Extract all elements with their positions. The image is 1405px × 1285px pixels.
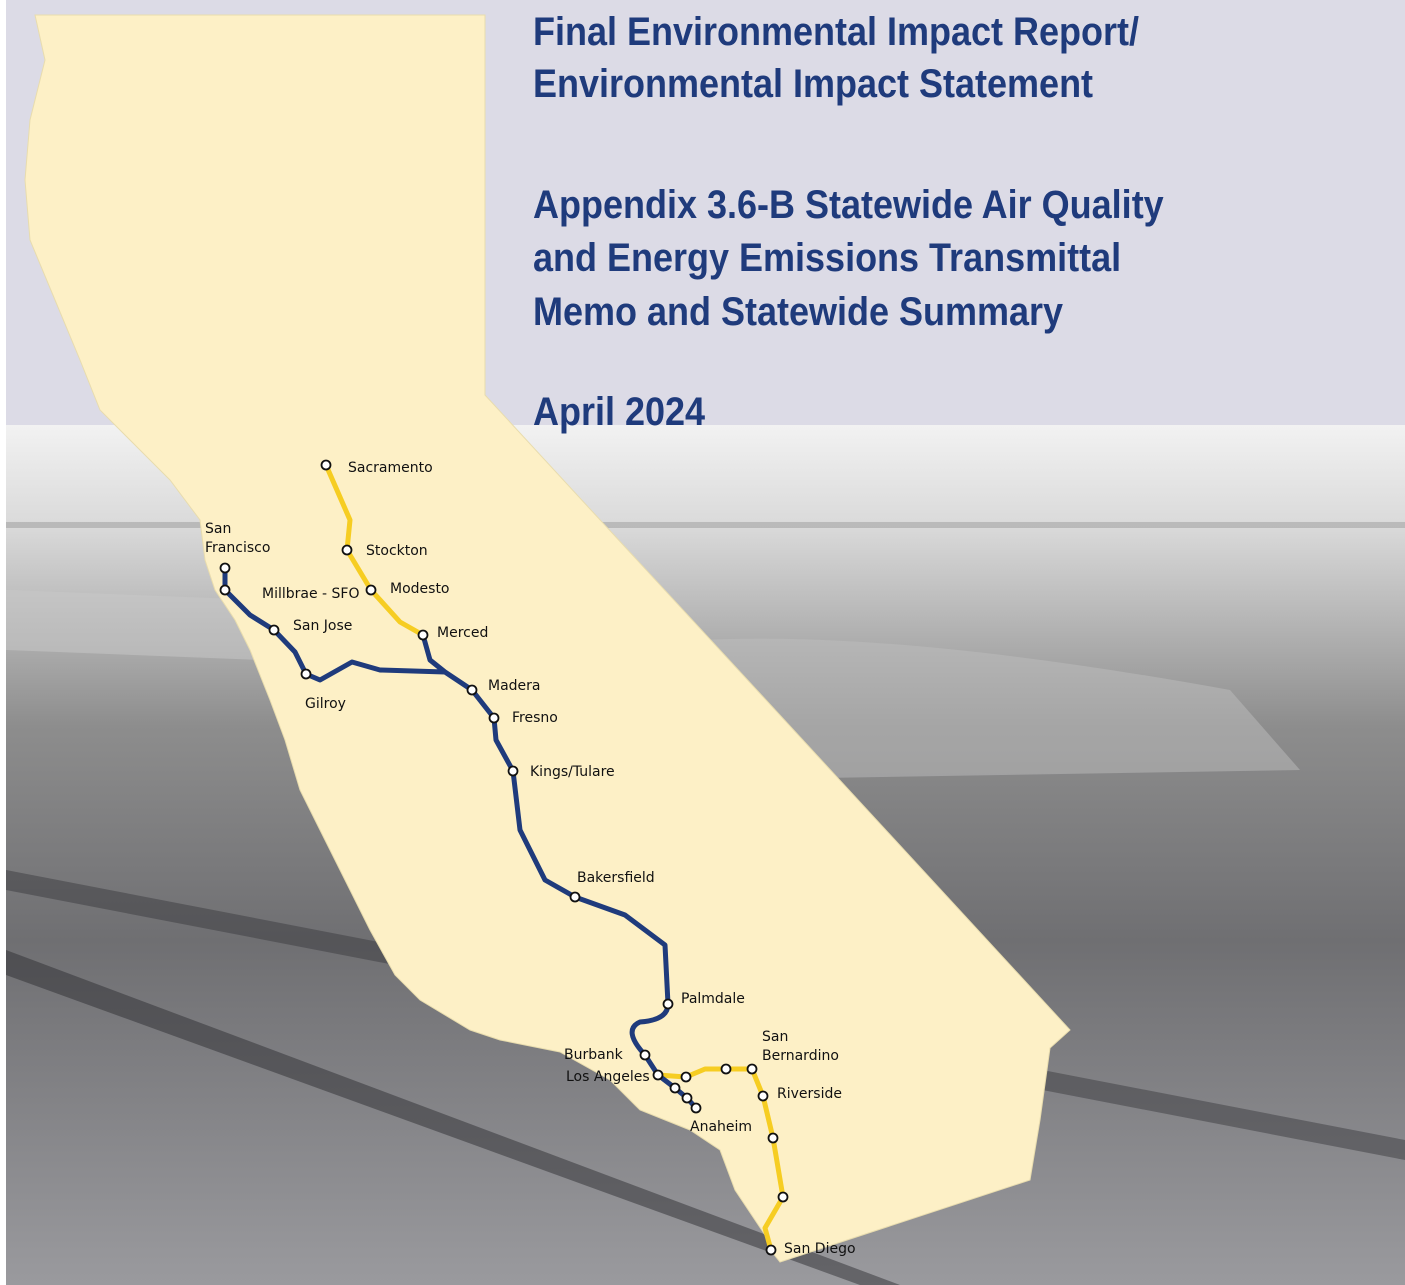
station-label: Madera	[488, 678, 541, 694]
station-label: Merced	[437, 625, 488, 641]
station-marker	[765, 1244, 777, 1256]
station-marker	[669, 1082, 681, 1094]
station-marker	[746, 1063, 758, 1075]
station-label: Palmdale	[681, 991, 745, 1007]
station-label: Sacramento	[348, 460, 433, 476]
station-label: Fresno	[512, 710, 558, 726]
station-marker	[365, 584, 377, 596]
station-marker	[417, 629, 429, 641]
station-label: Bernardino	[762, 1048, 839, 1064]
station-marker	[767, 1132, 779, 1144]
station-label: Burbank	[564, 1047, 624, 1063]
station-marker	[690, 1102, 702, 1114]
station-label: Francisco	[205, 540, 270, 556]
station-label: Stockton	[366, 543, 428, 559]
station-marker	[569, 891, 581, 903]
station-label: San Diego	[784, 1241, 856, 1257]
station-marker	[777, 1191, 789, 1203]
station-marker	[219, 562, 231, 574]
station-marker	[466, 684, 478, 696]
station-label: San	[205, 521, 231, 537]
station-label: Kings/Tulare	[530, 764, 615, 780]
station-label: San Jose	[293, 618, 352, 634]
date: April 2024	[533, 390, 705, 434]
station-marker	[320, 459, 332, 471]
station-marker	[268, 624, 280, 636]
station-marker	[680, 1071, 692, 1083]
station-label: Riverside	[777, 1086, 842, 1102]
station-label: Modesto	[390, 581, 450, 597]
appendix-line: Appendix 3.6-B Statewide Air Quality	[533, 183, 1164, 227]
station-marker	[300, 668, 312, 680]
station-label: Millbrae - SFO	[262, 586, 360, 602]
station-marker	[652, 1069, 664, 1081]
station-marker	[662, 998, 674, 1010]
station-marker	[720, 1063, 732, 1075]
california-map	[24, 14, 1071, 1263]
station-marker	[757, 1090, 769, 1102]
station-labels: Sacramento Stockton Modesto Merced San Franci…	[205, 460, 856, 1257]
station-markers	[219, 459, 789, 1256]
title-line: Final Environmental Impact Report/	[533, 10, 1139, 54]
station-marker	[219, 584, 231, 596]
appendix-line: and Energy Emissions Transmittal	[533, 236, 1121, 280]
station-label: Anaheim	[690, 1119, 752, 1135]
station-marker	[488, 712, 500, 724]
station-label: Gilroy	[305, 696, 346, 712]
yellow-line	[323, 462, 426, 638]
title-line: Environmental Impact Statement	[533, 62, 1093, 106]
title-block: Final Environmental Impact Report/ Envir…	[533, 10, 1164, 434]
station-marker	[507, 765, 519, 777]
station-label: Los Angeles	[566, 1069, 650, 1085]
station-marker	[639, 1049, 651, 1061]
station-label: Bakersfield	[577, 870, 655, 886]
appendix-line: Memo and Statewide Summary	[533, 290, 1063, 334]
station-marker	[341, 544, 353, 556]
yellow-line	[655, 1066, 786, 1253]
station-marker	[681, 1092, 693, 1104]
station-label: San	[762, 1029, 788, 1045]
